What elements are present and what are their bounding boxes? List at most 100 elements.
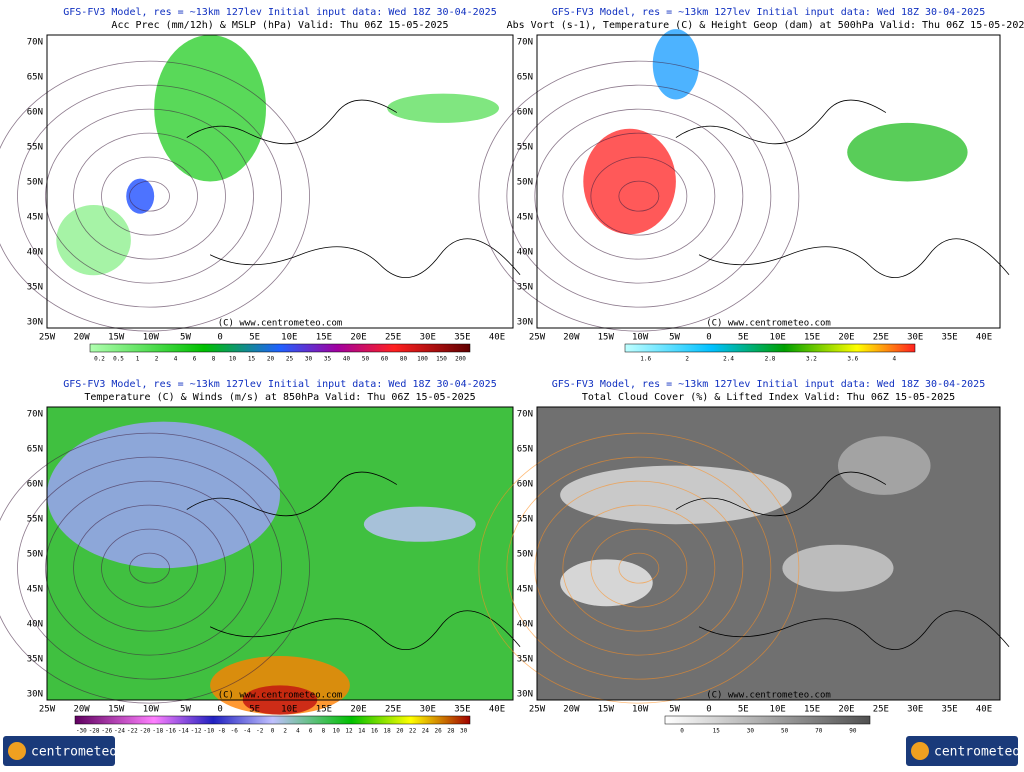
lat-label: 55N xyxy=(27,515,43,525)
colorbar-label: 24 xyxy=(422,728,430,735)
contour xyxy=(73,504,226,632)
colorbar-label: 30 xyxy=(460,728,468,735)
contour xyxy=(0,60,310,332)
contour xyxy=(101,528,198,608)
lon-label: 5W xyxy=(669,705,680,715)
lat-label: 30N xyxy=(27,318,43,328)
lon-label: 5E xyxy=(738,705,749,715)
lat-label: 40N xyxy=(517,620,533,630)
lat-label: 45N xyxy=(517,213,533,223)
colorbar-label: 22 xyxy=(409,728,417,735)
lon-label: 30E xyxy=(420,333,436,343)
lon-label: 25W xyxy=(529,333,546,343)
coastline xyxy=(675,471,1010,650)
colorbar-label: -2 xyxy=(256,728,264,735)
colorbar-label: -22 xyxy=(127,728,138,735)
field-area xyxy=(56,204,131,276)
colorbar-label: -10 xyxy=(203,728,214,735)
colorbar-label: 25 xyxy=(286,356,294,363)
panel-title: Temperature (C) & Winds (m/s) at 850hPa … xyxy=(84,392,475,403)
lon-label: 35E xyxy=(454,333,470,343)
map-frame xyxy=(46,406,514,701)
lon-label: 25W xyxy=(39,705,56,715)
colorbar-label: -14 xyxy=(178,728,189,735)
colorbar-label: 40 xyxy=(343,356,351,363)
colorbar-label: 28 xyxy=(447,728,455,735)
colorbar-label: 4 xyxy=(892,356,896,363)
lon-label: 15W xyxy=(598,705,615,715)
colorbar-label: 80 xyxy=(400,356,408,363)
colorbar-label: 0 xyxy=(680,728,684,735)
lon-label: 40E xyxy=(489,705,505,715)
lon-label: 10E xyxy=(770,705,786,715)
colorbar-label: 10 xyxy=(229,356,237,363)
field-area xyxy=(126,178,155,214)
lat-label: 65N xyxy=(27,73,43,83)
lon-label: 20W xyxy=(73,333,90,343)
lat-label: 45N xyxy=(27,213,43,223)
lon-label: 25E xyxy=(873,705,889,715)
logo-icon xyxy=(8,742,26,760)
lat-label: 30N xyxy=(517,690,533,700)
colorbar-label: 200 xyxy=(455,356,466,363)
lat-label: 50N xyxy=(517,550,533,560)
lat-label: 35N xyxy=(517,655,533,665)
lon-label: 0 xyxy=(706,705,711,715)
lon-label: 0 xyxy=(706,333,711,343)
lon-label: 20W xyxy=(563,333,580,343)
logo-box xyxy=(906,736,1018,766)
contour xyxy=(562,132,716,260)
lon-label: 25E xyxy=(873,333,889,343)
colorbar-label: -28 xyxy=(89,728,100,735)
colorbar-label: 15 xyxy=(713,728,721,735)
model-line: GFS-FV3 Model, res = ~13km 127lev Initia… xyxy=(552,379,985,390)
contour xyxy=(478,60,800,332)
lon-label: 5E xyxy=(249,333,260,343)
colorbar-label: 35 xyxy=(324,356,332,363)
model-line: GFS-FV3 Model, res = ~13km 127lev Initia… xyxy=(63,379,496,390)
lon-label: 25E xyxy=(385,705,401,715)
lat-label: 50N xyxy=(517,178,533,188)
lon-label: 5E xyxy=(249,705,260,715)
lon-label: 30E xyxy=(420,705,436,715)
colorbar-label: -12 xyxy=(191,728,202,735)
lon-label: 10E xyxy=(770,333,786,343)
contour xyxy=(478,432,800,704)
colorbar-label: 8 xyxy=(212,356,216,363)
lon-label: 15E xyxy=(316,333,332,343)
lon-label: 25W xyxy=(529,705,546,715)
lon-label: 5E xyxy=(738,333,749,343)
colorbar-label: 4 xyxy=(296,728,300,735)
contour xyxy=(17,84,282,308)
lon-label: 20E xyxy=(350,705,366,715)
lon-label: 0 xyxy=(217,333,222,343)
colorbar-label: -4 xyxy=(243,728,251,735)
colorbar-label: 16 xyxy=(371,728,379,735)
colorbar-label: -24 xyxy=(114,728,125,735)
credit: (C) www.centrometeo.com xyxy=(706,691,831,701)
lon-label: 15E xyxy=(316,705,332,715)
colorbar-label: 70 xyxy=(815,728,823,735)
lat-label: 55N xyxy=(27,143,43,153)
contour xyxy=(506,456,772,680)
lon-label: 40E xyxy=(976,333,992,343)
lat-label: 55N xyxy=(517,143,533,153)
logo-text: centrometeo xyxy=(934,745,1020,760)
lon-label: 10W xyxy=(632,333,649,343)
colorbar-label: 6 xyxy=(309,728,313,735)
lat-label: 60N xyxy=(27,108,43,118)
contour xyxy=(129,552,170,584)
contour xyxy=(45,480,254,656)
lon-label: 10E xyxy=(281,333,297,343)
contour xyxy=(534,480,744,656)
colorbar-label: 100 xyxy=(417,356,428,363)
colorbar-label: 3.6 xyxy=(847,356,858,363)
lon-label: 20W xyxy=(73,705,90,715)
lat-label: 40N xyxy=(27,248,43,258)
lon-label: 0 xyxy=(217,705,222,715)
colorbar-label: 3.2 xyxy=(806,356,817,363)
colorbar-label: -16 xyxy=(165,728,176,735)
field-area xyxy=(847,122,968,182)
lon-label: 35E xyxy=(941,333,957,343)
